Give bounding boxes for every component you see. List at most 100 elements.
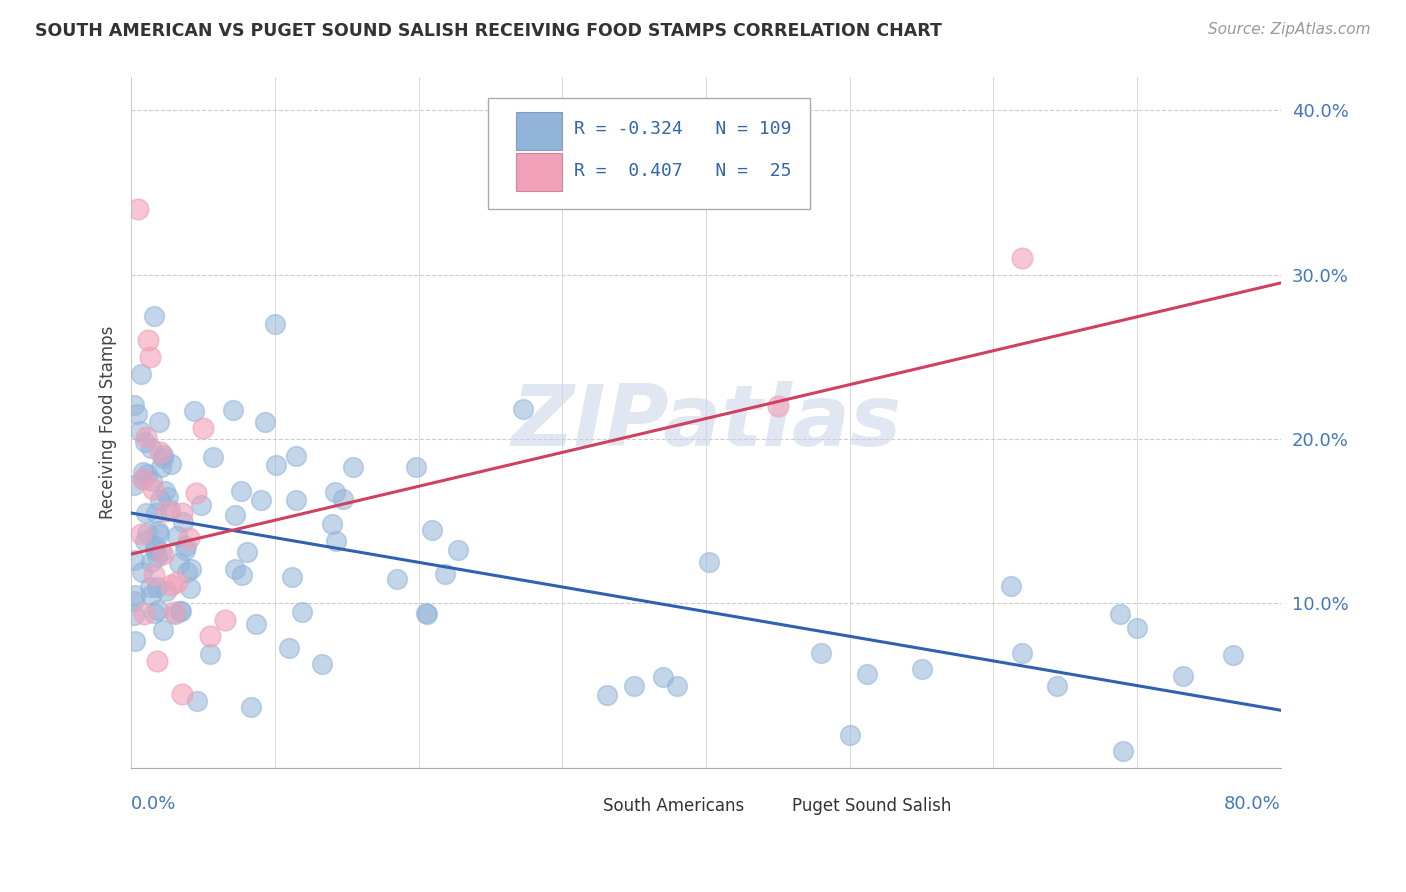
Point bbox=[229, 483, 252, 498]
Point bbox=[245, 616, 267, 631]
Text: Source: ZipAtlas.com: Source: ZipAtlas.com bbox=[1208, 22, 1371, 37]
Point bbox=[176, 565, 198, 579]
Point bbox=[1171, 669, 1194, 683]
Point bbox=[124, 593, 146, 607]
Point bbox=[235, 545, 257, 559]
Point bbox=[184, 486, 207, 500]
Point bbox=[666, 679, 689, 693]
Point bbox=[153, 483, 176, 498]
Point bbox=[135, 506, 157, 520]
Point bbox=[152, 547, 174, 561]
Point bbox=[1126, 621, 1149, 635]
Point bbox=[321, 517, 343, 532]
Point bbox=[198, 647, 221, 661]
Point bbox=[177, 531, 200, 545]
Point bbox=[141, 588, 163, 602]
Point bbox=[172, 515, 194, 529]
Point bbox=[163, 606, 186, 620]
Point bbox=[156, 504, 179, 518]
Point bbox=[129, 367, 152, 381]
Point bbox=[433, 566, 456, 581]
Point bbox=[180, 562, 202, 576]
Point bbox=[150, 545, 173, 559]
Point bbox=[512, 402, 534, 417]
Point bbox=[623, 679, 645, 693]
Point bbox=[135, 429, 157, 443]
Point bbox=[149, 445, 172, 459]
Point bbox=[166, 574, 188, 589]
Point bbox=[166, 529, 188, 543]
Point bbox=[1000, 579, 1022, 593]
Point bbox=[170, 604, 193, 618]
Point bbox=[838, 728, 860, 742]
Point bbox=[122, 398, 145, 412]
Point bbox=[183, 403, 205, 417]
Bar bbox=[568, 796, 596, 816]
Text: 80.0%: 80.0% bbox=[1225, 796, 1281, 814]
Point bbox=[264, 458, 287, 473]
Point bbox=[596, 688, 619, 702]
Point bbox=[325, 484, 347, 499]
Point bbox=[1112, 744, 1135, 758]
Point bbox=[254, 415, 277, 429]
Point bbox=[131, 472, 153, 486]
Point bbox=[143, 606, 166, 620]
Point bbox=[146, 654, 169, 668]
Point bbox=[652, 670, 675, 684]
Point bbox=[224, 562, 246, 576]
Point bbox=[127, 202, 149, 216]
Point bbox=[134, 607, 156, 622]
Point bbox=[332, 492, 354, 507]
Point bbox=[148, 416, 170, 430]
Y-axis label: Receiving Food Stamps: Receiving Food Stamps bbox=[100, 326, 117, 519]
Point bbox=[1011, 646, 1033, 660]
Point bbox=[143, 310, 166, 324]
Point bbox=[1011, 252, 1033, 266]
Point bbox=[224, 508, 246, 522]
Point bbox=[173, 543, 195, 558]
Point bbox=[179, 581, 201, 595]
Text: ZIPatlas: ZIPatlas bbox=[510, 381, 901, 464]
Point bbox=[143, 568, 166, 582]
Point bbox=[201, 450, 224, 464]
Text: R =  0.407   N =  25: R = 0.407 N = 25 bbox=[574, 162, 792, 180]
Point bbox=[146, 603, 169, 617]
Point bbox=[167, 556, 190, 570]
Point bbox=[142, 482, 165, 496]
Point bbox=[191, 420, 214, 434]
Point bbox=[128, 424, 150, 438]
Point bbox=[146, 549, 169, 564]
Point bbox=[159, 457, 181, 471]
Point bbox=[156, 491, 179, 505]
Point bbox=[122, 478, 145, 492]
Point bbox=[143, 542, 166, 557]
Bar bbox=[758, 796, 786, 816]
Point bbox=[697, 555, 720, 569]
Point bbox=[190, 498, 212, 512]
Bar bbox=[516, 112, 562, 150]
Point bbox=[766, 399, 789, 413]
Point bbox=[855, 666, 877, 681]
Point bbox=[145, 506, 167, 520]
Point bbox=[139, 350, 162, 364]
Point bbox=[149, 493, 172, 508]
Point bbox=[810, 646, 832, 660]
Point bbox=[291, 606, 314, 620]
Point bbox=[325, 533, 347, 548]
Point bbox=[1109, 607, 1132, 622]
Point bbox=[249, 492, 271, 507]
Point bbox=[122, 607, 145, 622]
Point bbox=[420, 523, 443, 537]
Point bbox=[138, 334, 160, 348]
Point bbox=[447, 543, 470, 558]
Point bbox=[136, 467, 159, 482]
Bar bbox=[516, 153, 562, 192]
Point bbox=[136, 526, 159, 541]
Point bbox=[200, 629, 222, 643]
Text: South Americans: South Americans bbox=[603, 797, 744, 814]
FancyBboxPatch shape bbox=[488, 98, 810, 209]
Point bbox=[170, 506, 193, 520]
Point bbox=[163, 607, 186, 621]
Point bbox=[311, 657, 333, 672]
Point bbox=[222, 403, 245, 417]
